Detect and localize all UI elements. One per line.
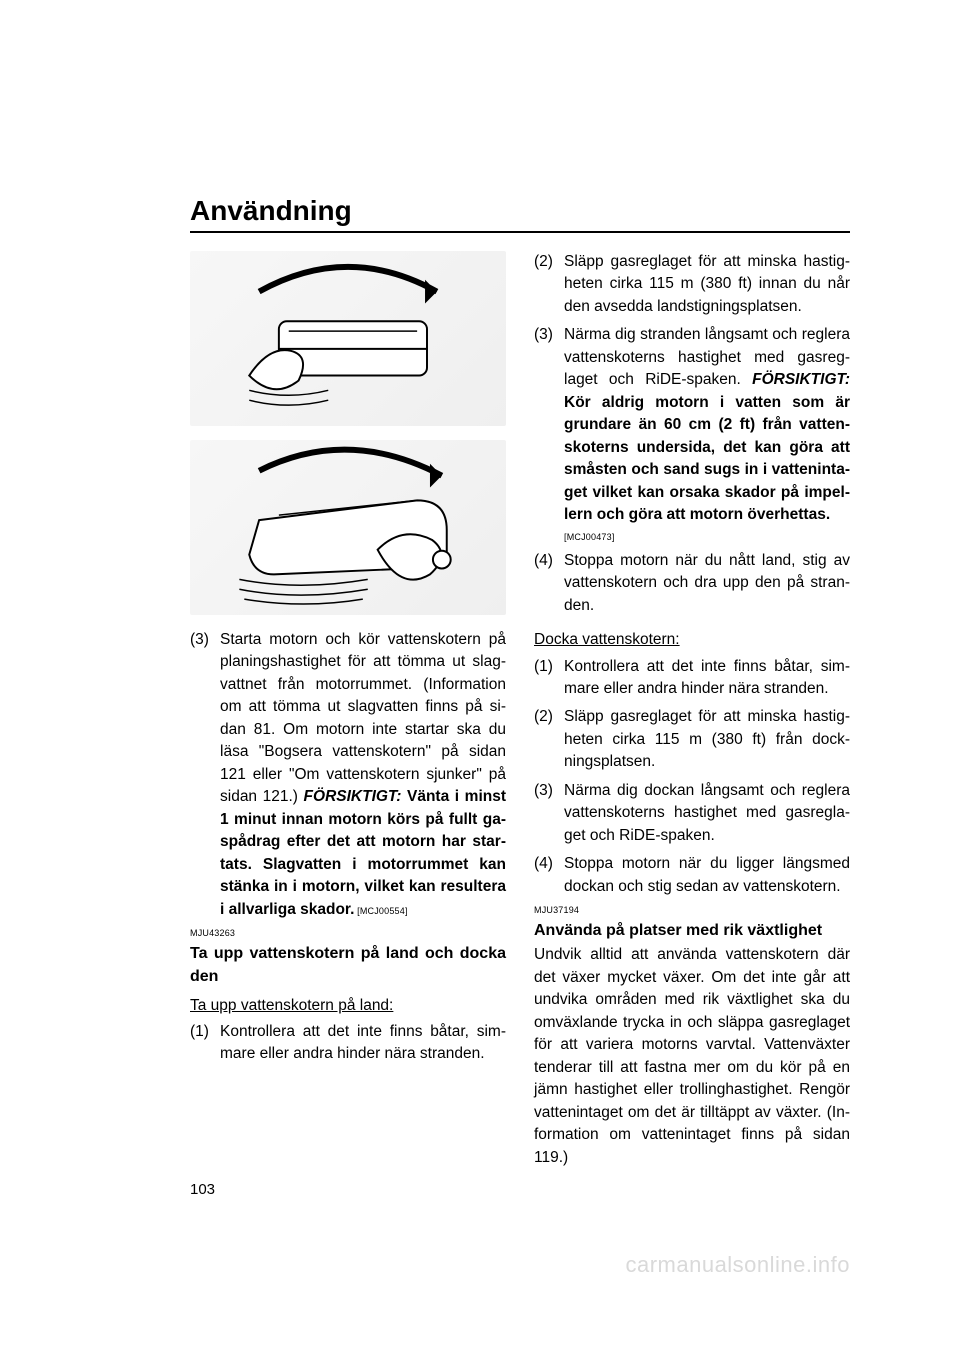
title-rule <box>190 231 850 233</box>
watermark: carmanualsonline.info <box>625 1252 850 1278</box>
step-body: Kontrollera att det inte finns båtar, si… <box>564 656 850 701</box>
dock-step-4: (4) Stoppa motorn när du ligger längsmed… <box>534 853 850 898</box>
paragraph: Undvik alltid att använda vattenskotern … <box>534 944 850 1169</box>
ref-code: [MCJ00473] <box>564 531 850 544</box>
chapter-title: Användning <box>190 195 850 227</box>
manual-page: Användning <box>0 0 960 1358</box>
dock-step-1: (1) Kontrollera att det inte finns båtar… <box>534 656 850 701</box>
step-body: Närma dig dockan långsamt och reglera va… <box>564 780 850 847</box>
caution-label: FÖRSIKTIGT: <box>752 371 850 388</box>
step-body: Släpp gasreglaget för att minska hastig­… <box>564 251 850 318</box>
step-body: Släpp gasreglaget för att minska hastig­… <box>564 706 850 773</box>
step-number: (1) <box>190 1021 220 1066</box>
caution-label: FÖRSIKTIGT: <box>304 788 402 805</box>
section-heading: Använda på platser med rik växtlighet <box>534 919 850 942</box>
section-code: MJU37194 <box>534 904 850 917</box>
step-number: (3) <box>534 780 564 847</box>
caution-text: Vänta i minst 1 minut innan motorn körs … <box>220 788 506 917</box>
step-body: Kontrollera att det inte finns båtar, si… <box>220 1021 506 1066</box>
watercraft-flip-icon <box>190 251 506 426</box>
step-number: (4) <box>534 550 564 617</box>
step-number: (2) <box>534 251 564 318</box>
caution-text: Kör aldrig motorn i vatten som är grunda… <box>564 394 850 523</box>
right-step-4: (4) Stoppa motorn när du nått land, stig… <box>534 550 850 617</box>
section-heading: Ta upp vattenskotern på land och docka d… <box>190 942 506 988</box>
step-number: (3) <box>190 629 220 921</box>
dock-step-2: (2) Släpp gasreglaget för att minska has… <box>534 706 850 773</box>
step-number: (3) <box>534 324 564 543</box>
left-step-3: (3) Starta motorn och kör vattenskotern … <box>190 629 506 921</box>
step-body: Stoppa motorn när du ligger längsmed doc… <box>564 853 850 898</box>
step-number: (4) <box>534 853 564 898</box>
section-code: MJU43263 <box>190 927 506 940</box>
ref-code: [MCJ00554] <box>354 906 407 916</box>
page-number: 103 <box>190 1181 215 1198</box>
step-number: (1) <box>534 656 564 701</box>
right-step-2: (2) Släpp gasreglaget för att minska has… <box>534 251 850 318</box>
left-column: (3) Starta motorn och kör vattenskotern … <box>190 251 506 1169</box>
dock-step-3: (3) Närma dig dockan långsamt och regler… <box>534 780 850 847</box>
content-columns: (3) Starta motorn och kör vattenskotern … <box>190 251 850 1169</box>
right-step-3: (3) Närma dig stranden långsamt och regl… <box>534 324 850 543</box>
sub-heading: Docka vattenskotern: <box>534 629 680 651</box>
illustration-righting-1 <box>190 251 506 426</box>
watercraft-board-icon <box>190 440 506 615</box>
text: Starta motorn och kör vattenskotern på p… <box>220 631 506 805</box>
sub-heading: Ta upp vattenskotern på land: <box>190 995 393 1017</box>
step-body: Närma dig stranden långsamt och regle­ra… <box>564 324 850 543</box>
illustration-righting-2 <box>190 440 506 615</box>
step-body: Stoppa motorn när du nått land, stig av … <box>564 550 850 617</box>
right-column: (2) Släpp gasreglaget för att minska has… <box>534 251 850 1169</box>
left-land-step-1: (1) Kontrollera att det inte finns båtar… <box>190 1021 506 1066</box>
step-body: Starta motorn och kör vattenskotern på p… <box>220 629 506 921</box>
step-number: (2) <box>534 706 564 773</box>
